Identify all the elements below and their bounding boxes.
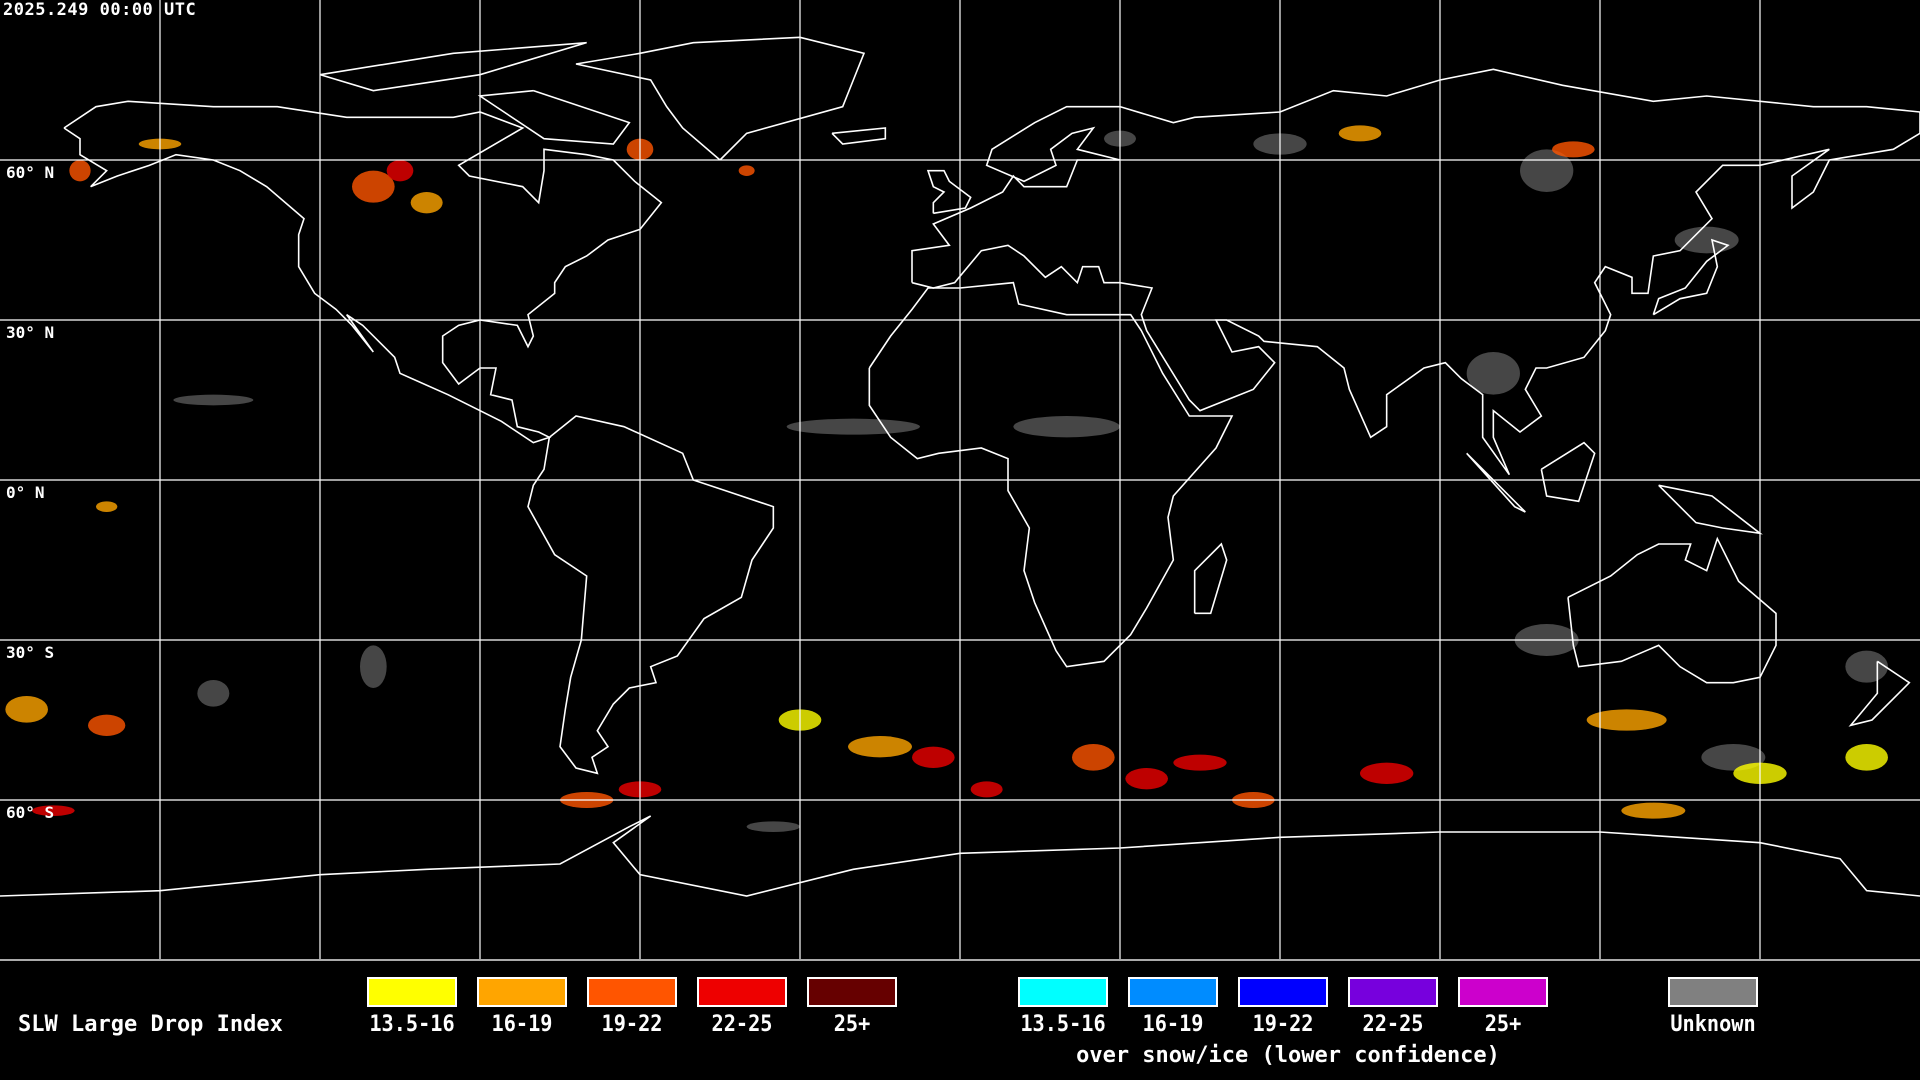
slw-patch	[360, 645, 387, 688]
slw-patch	[386, 160, 414, 182]
slw-patch	[912, 746, 955, 768]
coastline-north-america	[63, 100, 663, 444]
lat-label-30s: 30° S	[6, 643, 55, 662]
slw-patch	[1552, 141, 1595, 158]
coastlines	[0, 36, 1920, 897]
coastline-uk	[926, 169, 972, 215]
slw-patch	[848, 736, 912, 758]
slw-data-layer	[5, 125, 1888, 832]
coastline-africa	[868, 281, 1234, 668]
coastline-new-zealand	[1848, 660, 1911, 727]
lat-label-60n: 60° N	[6, 163, 55, 182]
coastline-japan	[1652, 238, 1730, 316]
coastline-eurasia	[911, 68, 1920, 476]
legend-label-primary-3: 19-22	[601, 1012, 663, 1037]
slw-patch	[970, 781, 1003, 798]
slw-patch	[88, 714, 126, 736]
legend-label-primary-5: 25+	[833, 1012, 871, 1037]
slw-patch	[197, 680, 230, 707]
slw-patch	[32, 805, 75, 816]
timestamp: 2025.249 00:00 UTC	[3, 0, 197, 20]
coastline-new-guinea	[1658, 484, 1763, 535]
slw-patch	[1173, 754, 1227, 771]
legend-swatch-primary-4	[697, 977, 787, 1007]
legend-swatch-unknown	[1668, 977, 1758, 1007]
lat-label-30n: 30° N	[6, 323, 55, 342]
slw-patch	[746, 821, 800, 832]
legend-swatch-snow-2	[1128, 977, 1218, 1007]
legend-label-primary-1: 13.5-16	[369, 1012, 455, 1037]
world-map	[0, 0, 1920, 960]
legend-label-snow-2: 16-19	[1142, 1012, 1204, 1037]
slw-patch	[96, 501, 118, 512]
slw-patch	[1013, 416, 1120, 438]
legend-label-snow-1: 13.5-16	[1020, 1012, 1106, 1037]
coastline-greenland	[575, 36, 866, 161]
slw-patch	[738, 165, 755, 176]
legend-swatch-snow-5	[1458, 977, 1548, 1007]
slw-patch	[410, 192, 443, 214]
slw-patch	[1674, 226, 1739, 254]
legend-swatch-snow-1	[1018, 977, 1108, 1007]
legend-swatch-primary-5	[807, 977, 897, 1007]
legend-swatch-primary-2	[477, 977, 567, 1007]
legend-swatch-snow-3	[1238, 977, 1328, 1007]
slw-patch	[1845, 744, 1888, 771]
slw-patch	[1466, 352, 1520, 395]
legend-label-primary-4: 22-25	[711, 1012, 773, 1037]
legend-label-snow-5: 25+	[1484, 1012, 1522, 1037]
slw-patch	[1845, 650, 1888, 683]
slw-patch	[1621, 802, 1686, 819]
legend-label-unknown: Unknown	[1670, 1012, 1756, 1037]
graticule	[0, 0, 1920, 960]
slw-patch	[352, 170, 395, 203]
slw-patch	[1125, 768, 1168, 790]
coastline-sumatra	[1466, 452, 1526, 513]
coastline-south-america	[527, 415, 775, 775]
slw-patch	[5, 696, 48, 723]
coastline-iceland	[831, 127, 887, 145]
lat-label-60s: 60° S	[6, 803, 55, 822]
coastline-borneo	[1540, 441, 1596, 503]
legend-label-primary-2: 16-19	[491, 1012, 553, 1037]
slw-patch	[1072, 744, 1115, 771]
legend-label-snow-3: 19-22	[1252, 1012, 1314, 1037]
coastline-arctic-islands	[319, 41, 587, 92]
slw-patch	[1338, 125, 1382, 142]
legend-label-snow-4: 22-25	[1362, 1012, 1424, 1037]
legend-swatch-primary-3	[587, 977, 677, 1007]
slw-patch	[1360, 762, 1414, 784]
slw-patch	[1586, 709, 1667, 731]
coastline-australia	[1567, 536, 1777, 684]
slw-patch	[786, 418, 920, 435]
coastline-madagascar	[1193, 542, 1228, 615]
legend-title: SLW Large Drop Index	[18, 1012, 283, 1037]
legend-swatch-primary-1	[367, 977, 457, 1007]
slw-patch	[69, 160, 91, 182]
map-border	[0, 959, 1920, 961]
lat-label-0n: 0° N	[6, 483, 45, 502]
legend-swatch-snow-4	[1348, 977, 1438, 1007]
coastline-baffin-island	[477, 89, 631, 145]
legend-snow-caption: over snow/ice (lower confidence)	[1076, 1043, 1500, 1068]
slw-patch	[173, 394, 254, 406]
